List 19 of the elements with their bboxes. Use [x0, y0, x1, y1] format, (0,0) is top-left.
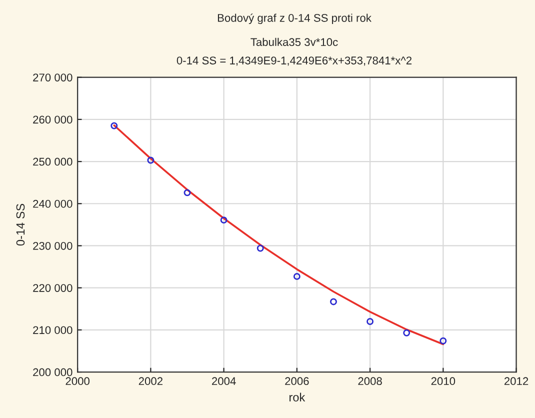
- y-tick-label: 210 000: [33, 326, 72, 334]
- chart-subtitle: Tabulka35 3v*10c 0-14 SS = 1,4349E9-1,4249E6*x+353,7841*x^2: [176, 38, 412, 66]
- x-tick-label: 2012: [504, 377, 528, 386]
- y-tick-label: 200 000: [33, 368, 72, 376]
- x-tick-label: 2008: [358, 377, 382, 386]
- x-tick-label: 2006: [285, 377, 309, 386]
- x-tick-label: 2002: [138, 377, 162, 386]
- x-tick-label: 2000: [66, 377, 90, 386]
- x-tick-label: 2004: [212, 377, 236, 386]
- chart-title: Bodový graf z 0-14 SS proti rok: [218, 14, 372, 24]
- x-tick-label: 2010: [431, 377, 456, 386]
- y-tick-label: 240 000: [33, 200, 72, 208]
- x-axis-title: rok: [290, 392, 306, 402]
- y-tick-label: 220 000: [33, 284, 72, 292]
- y-axis-title: 0-14 SS: [16, 204, 25, 246]
- y-tick-label: 270 000: [33, 74, 72, 82]
- y-tick-label: 230 000: [33, 242, 72, 250]
- y-tick-label: 260 000: [33, 116, 72, 124]
- y-tick-label: 250 000: [33, 158, 72, 166]
